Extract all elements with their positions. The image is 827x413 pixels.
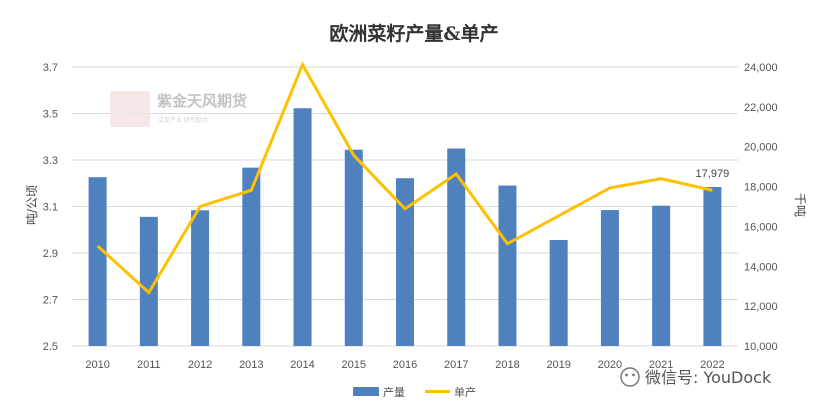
- y-right-tick-label: 20,000: [744, 142, 778, 154]
- x-axis: 2010 2011 2012 2013 2014 2015 2016 2017 2018 2019…: [85, 359, 724, 371]
- wechat-id: 微信号: YouDock: [645, 368, 772, 387]
- chart-title: 欧洲菜籽产量&单产: [329, 22, 498, 45]
- y-left-tick-label: 3.5: [43, 109, 58, 121]
- bar: [396, 178, 414, 346]
- x-tick-label: 2021: [649, 359, 673, 371]
- watermark-sub: 立足产业 研究驱动: [158, 116, 208, 124]
- bar: [88, 177, 107, 346]
- y-left-tick-label: 2.5: [43, 341, 58, 353]
- y-left-tick-label: 2.7: [43, 295, 58, 307]
- y-right-tick-label: 18,000: [744, 182, 778, 194]
- legend-line-label: 单产: [454, 385, 476, 399]
- y-right-label: 千吨: [793, 193, 807, 217]
- series-line: [96, 61, 713, 295]
- y-axis-left: 2.5 2.7 2.9 3.1 3.3 3.5 3.7: [43, 62, 58, 353]
- x-tick-label: 2015: [342, 359, 366, 371]
- x-tick-label: 2017: [444, 359, 468, 371]
- y-left-tick-label: 3.3: [43, 155, 58, 167]
- y-right-tick-label: 12,000: [744, 301, 778, 313]
- bar: [549, 239, 568, 346]
- y-right-tick-label: 14,000: [744, 261, 778, 273]
- bar: [652, 205, 671, 346]
- watermark-logo-icon: [110, 91, 150, 127]
- x-tick-label: 2019: [546, 359, 570, 371]
- x-tick-label: 2014: [290, 359, 314, 371]
- y-left-tick-label: 3.7: [43, 62, 58, 74]
- x-tick-label: 2020: [598, 359, 622, 371]
- y-axis-right: 10,000 12,000 14,000 16,000 18,000 20,000 22,0…: [744, 62, 778, 353]
- watermark: 紫金天风期货 立足产业 研究驱动: [110, 91, 247, 127]
- x-tick-label: 2011: [137, 359, 161, 371]
- bar: [242, 167, 261, 346]
- y-right-tick-label: 22,000: [744, 102, 778, 114]
- x-tick-label: 2018: [495, 359, 519, 371]
- bar: [344, 149, 363, 346]
- x-tick-label: 2013: [239, 359, 263, 371]
- bar-data-label: 17,979: [696, 168, 730, 180]
- legend: 产量 单产: [353, 385, 476, 399]
- bar: [498, 185, 517, 346]
- y-left-label: 吨/公顷: [25, 185, 39, 225]
- bar: [293, 108, 312, 347]
- bar-series: [88, 108, 722, 347]
- bar: [703, 186, 722, 346]
- y-right-tick-label: 24,000: [744, 62, 778, 74]
- x-tick-label: 2010: [85, 359, 109, 371]
- legend-bar-swatch: [353, 387, 379, 396]
- watermark-name: 紫金天风期货: [157, 92, 247, 110]
- x-tick-label: 2022: [700, 359, 724, 371]
- wechat-icon: [620, 367, 640, 387]
- y-left-tick-label: 3.1: [43, 202, 58, 214]
- data-labels: 17,979: [696, 168, 730, 180]
- bar: [600, 210, 619, 346]
- y-right-tick-label: 10,000: [744, 341, 778, 353]
- legend-bar-label: 产量: [383, 385, 405, 399]
- bar: [191, 210, 210, 346]
- wechat-badge: 微信号: YouDock: [620, 367, 772, 387]
- bar: [139, 216, 158, 346]
- y-left-tick-label: 2.9: [43, 248, 58, 260]
- bar: [447, 148, 466, 346]
- x-tick-label: 2016: [393, 359, 417, 371]
- line-series: [96, 61, 713, 295]
- x-tick-label: 2012: [188, 359, 212, 371]
- y-right-tick-label: 16,000: [744, 221, 778, 233]
